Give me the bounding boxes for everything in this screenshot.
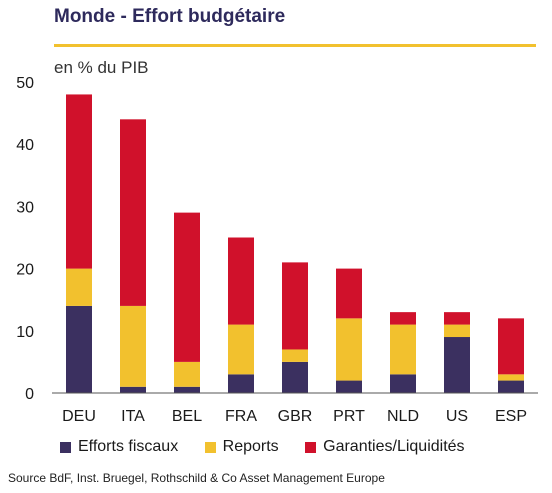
x-tick-label: ITA — [121, 408, 145, 425]
bar-segment — [390, 374, 416, 393]
x-tick-label: BEL — [172, 408, 202, 425]
legend-swatch-garanties — [305, 441, 317, 453]
chart-title: Monde - Effort budgétaire — [54, 6, 286, 27]
bar-segment — [390, 312, 416, 325]
y-tick-label: 20 — [16, 262, 34, 279]
legend: Efforts fiscaux Reports Garanties/Liquid… — [60, 438, 487, 458]
y-tick-label: 30 — [16, 199, 34, 216]
legend-item-reports: Reports — [204, 438, 279, 456]
legend-swatch-reports — [204, 441, 216, 453]
x-tick-label: DEU — [62, 408, 96, 425]
y-tick-label: 10 — [16, 324, 34, 341]
legend-label-garanties: Garanties/Liquidités — [323, 438, 465, 455]
x-tick-label: ESP — [495, 408, 527, 425]
x-tick-label: US — [446, 408, 468, 425]
bar-segment — [66, 305, 92, 393]
bar-segment — [336, 268, 362, 319]
bar-segment — [228, 237, 254, 325]
legend-swatch-efforts — [60, 441, 71, 453]
chart-subtitle: en % du PIB — [54, 58, 149, 77]
y-tick-label: 50 — [16, 75, 34, 92]
bar-segment — [120, 119, 146, 306]
x-tick-label: PRT — [333, 408, 365, 425]
bar-segment — [498, 380, 524, 393]
bar-segment — [498, 374, 524, 381]
bar-segment — [444, 324, 470, 338]
bar-segment — [174, 212, 200, 362]
bar-segment — [390, 324, 416, 375]
title-underline — [54, 44, 536, 47]
bar-segment — [120, 386, 146, 393]
bar-segment — [444, 312, 470, 325]
legend-item-garanties: Garanties/Liquidités — [305, 438, 465, 456]
bar-segment — [444, 337, 470, 393]
source-note: Source BdF, Inst. Bruegel, Rothschild & … — [8, 471, 385, 485]
bar-segment — [120, 305, 146, 387]
bar-segment — [174, 386, 200, 393]
y-tick-label: 40 — [16, 137, 34, 154]
x-tick-label: GBR — [278, 408, 313, 425]
bar-segment — [282, 262, 308, 350]
bar-segment — [282, 361, 308, 393]
y-tick-label: 0 — [25, 386, 34, 403]
bar-segment — [282, 349, 308, 362]
bar-segment — [228, 324, 254, 375]
bar-segment — [336, 380, 362, 393]
bar-segment — [336, 318, 362, 381]
bar-segment — [66, 268, 92, 306]
legend-label-efforts: Efforts fiscaux — [78, 438, 179, 455]
bar-segment — [228, 374, 254, 393]
legend-item-efforts: Efforts fiscaux — [60, 438, 178, 456]
bar-segment — [66, 94, 92, 269]
x-tick-label: NLD — [387, 408, 419, 425]
bar-segment — [498, 318, 524, 375]
x-tick-label: FRA — [225, 408, 257, 425]
bar-segment — [174, 361, 200, 387]
legend-label-reports: Reports — [222, 438, 279, 455]
